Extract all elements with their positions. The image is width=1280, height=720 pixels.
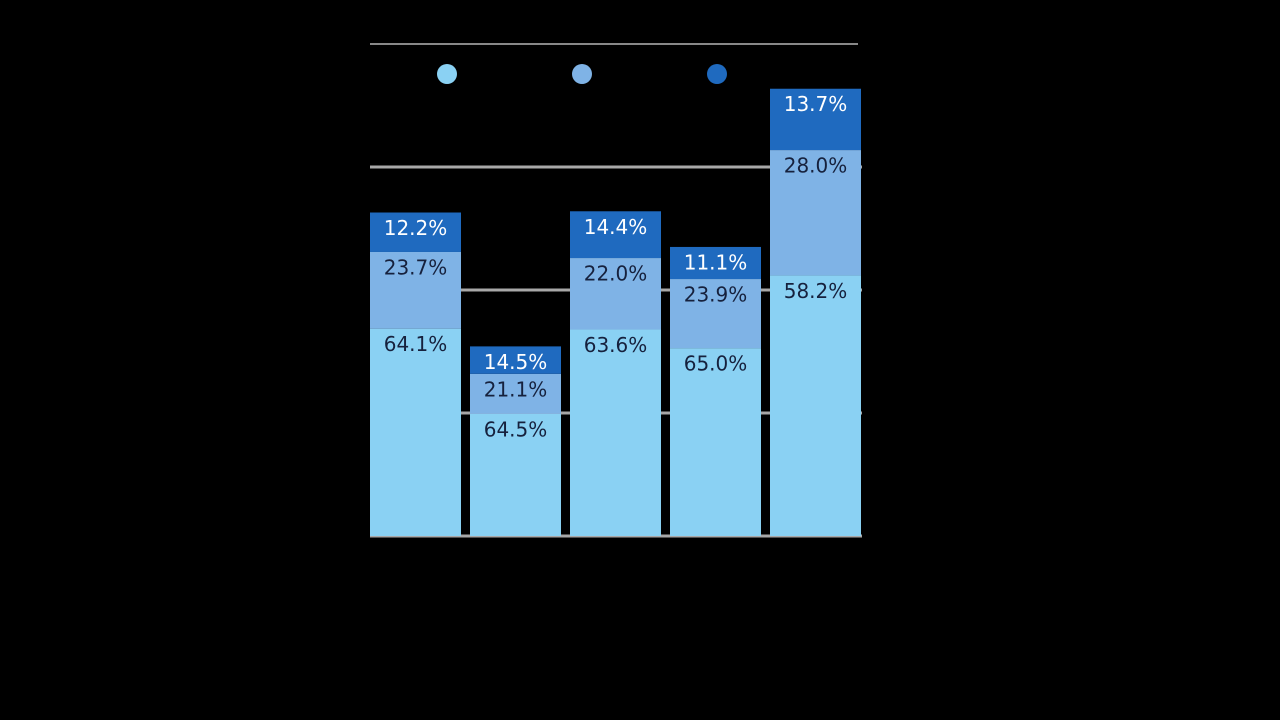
- bar-segment: [470, 413, 561, 536]
- bar-segment: [670, 279, 761, 349]
- value-label: 28.0%: [784, 154, 848, 178]
- bar-segment: [770, 275, 861, 536]
- bar-segment: [770, 150, 861, 276]
- value-label: 58.2%: [784, 279, 848, 303]
- value-label: 12.2%: [384, 216, 448, 240]
- value-label: 63.6%: [584, 333, 648, 357]
- bar-segment: [370, 251, 461, 329]
- bar-segment: [570, 211, 661, 259]
- value-label: 13.7%: [784, 92, 848, 116]
- legend-marker: [707, 64, 727, 84]
- bar-segment: [770, 88, 861, 151]
- bar-segment: [370, 212, 461, 252]
- bar-segment: [570, 329, 661, 536]
- value-label: 14.4%: [584, 215, 648, 239]
- value-label: 64.5%: [484, 417, 548, 441]
- bar-segment: [470, 373, 561, 414]
- bar-segment: [470, 346, 561, 374]
- legend-marker: [572, 64, 592, 84]
- bar-segment: [370, 328, 461, 536]
- value-label: 22.0%: [584, 262, 648, 286]
- bar-segment: [570, 258, 661, 330]
- bar-segment: [670, 348, 761, 536]
- bar-segment: [670, 246, 761, 280]
- value-label: 11.1%: [684, 250, 748, 274]
- legend-marker: [437, 64, 457, 84]
- value-label: 23.7%: [384, 255, 448, 279]
- value-label: 64.1%: [384, 332, 448, 356]
- value-label: 21.1%: [484, 377, 548, 401]
- value-label: 23.9%: [684, 283, 748, 307]
- value-label: 65.0%: [684, 352, 748, 376]
- value-label: 14.5%: [484, 350, 548, 374]
